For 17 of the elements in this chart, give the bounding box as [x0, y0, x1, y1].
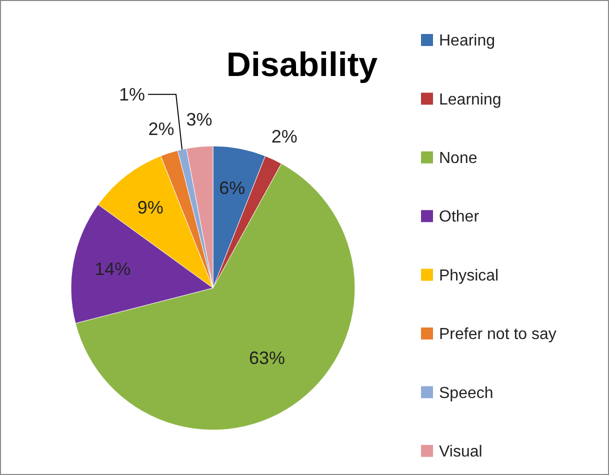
- data-label: 2%: [148, 118, 174, 139]
- chart-title: Disability: [226, 46, 378, 84]
- legend-label: Physical: [439, 267, 499, 284]
- legend-label: Learning: [439, 91, 502, 108]
- data-label: 6%: [219, 178, 246, 198]
- legend-label: Prefer not to say: [439, 326, 556, 344]
- legend-label: None: [439, 150, 478, 167]
- data-label: 3%: [186, 109, 212, 130]
- legend-label: Visual: [439, 444, 482, 460]
- data-label: 2%: [271, 126, 298, 147]
- data-label: 14%: [94, 259, 131, 280]
- legend-label: Hearing: [439, 32, 496, 50]
- data-label: 1%: [119, 84, 146, 105]
- data-label: 63%: [248, 348, 285, 368]
- data-label: 9%: [137, 198, 164, 218]
- legend-label: Speech: [439, 384, 494, 402]
- legend-label: Other: [439, 208, 480, 226]
